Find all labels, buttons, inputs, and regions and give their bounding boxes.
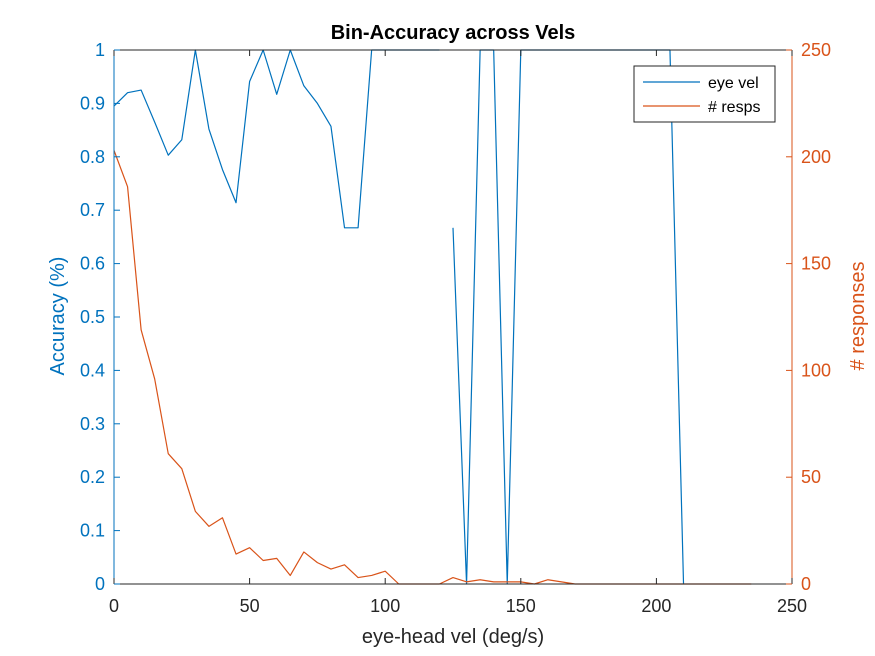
legend: eye vel # resps xyxy=(633,65,776,123)
x-tick-label: 150 xyxy=(506,596,536,616)
x-tick-label: 100 xyxy=(370,596,400,616)
x-tick-label: 50 xyxy=(240,596,260,616)
axes-layer: 0 50 100 150 200 25000.10.20.30.40.50.60.70.8… xyxy=(80,40,831,616)
y-axis-left-label: Accuracy (%) xyxy=(47,257,69,376)
y-left-tick-label: 0.9 xyxy=(80,93,105,113)
legend-label-eye-vel: eye vel xyxy=(708,75,759,92)
y-left-tick-label: 0.6 xyxy=(80,254,105,274)
x-axis-label: eye-head vel (deg/s) xyxy=(362,626,544,648)
plot-area xyxy=(114,50,792,584)
y-right-tick-label: 0 xyxy=(801,574,811,594)
y-right-tick-label: 250 xyxy=(801,40,831,60)
y-left-tick-label: 0.2 xyxy=(80,467,105,487)
y-left-tick-label: 0 xyxy=(95,574,105,594)
y-axis-right-label: # responses xyxy=(847,262,869,371)
y-left-tick-label: 0.5 xyxy=(80,307,105,327)
y-left-tick-label: 0.3 xyxy=(80,414,105,434)
legend-box xyxy=(633,65,776,123)
x-tick-label: 250 xyxy=(777,596,807,616)
y-left-tick-label: 0.4 xyxy=(80,360,105,380)
y-left-tick-label: 0.7 xyxy=(80,200,105,220)
x-tick-label: 200 xyxy=(641,596,671,616)
y-right-tick-label: 100 xyxy=(801,360,831,380)
chart-title: Bin-Accuracy across Vels xyxy=(331,22,576,44)
plot-background xyxy=(114,50,792,584)
legend-label-resps: # resps xyxy=(708,99,760,116)
y-left-tick-label: 1 xyxy=(95,40,105,60)
y-left-tick-label: 0.1 xyxy=(80,521,105,541)
y-right-tick-label: 150 xyxy=(801,254,831,274)
y-right-tick-label: 50 xyxy=(801,467,821,487)
y-left-tick-label: 0.8 xyxy=(80,147,105,167)
x-tick-label: 0 xyxy=(109,596,119,616)
y-right-tick-label: 200 xyxy=(801,147,831,167)
